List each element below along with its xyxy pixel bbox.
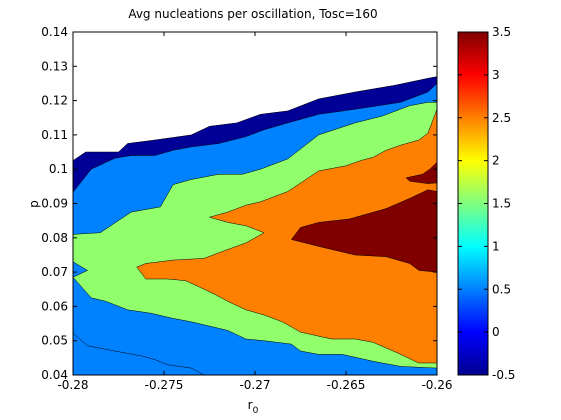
y-tick-label: 0.05 xyxy=(41,334,68,348)
y-axis-ticks: 0.04 0.05 0.06 0.07 0.08 0.09 0.1 0.11 0.12 0.13 0… xyxy=(41,25,437,382)
y-axis-label: p xyxy=(27,200,41,208)
colorbar-tick-label: 1 xyxy=(492,239,500,253)
x-tick-label: -0.265 xyxy=(327,378,366,392)
y-tick-label: 0.1 xyxy=(49,162,68,176)
colorbar-tick-label: -0.5 xyxy=(492,368,515,382)
y-tick-label: 0.13 xyxy=(41,59,68,73)
contour-regions xyxy=(73,76,437,375)
x-tick-label: -0.26 xyxy=(421,378,452,392)
x-axis-label-main: r xyxy=(248,398,253,412)
contour-region-level-1-3 xyxy=(73,332,205,375)
colorbar-tick-label: 0.5 xyxy=(492,282,511,296)
contour-region-level-3-5 xyxy=(291,189,437,273)
y-tick-label: 0.04 xyxy=(41,368,68,382)
y-tick-label: 0.14 xyxy=(41,25,68,39)
colorbar-tick-label: 2.5 xyxy=(492,111,511,125)
colorbar-tick-label: 3.5 xyxy=(492,25,511,39)
colorbar-tick-label: 0 xyxy=(492,325,500,339)
y-tick-label: 0.08 xyxy=(41,231,68,245)
y-tick-label: 0.07 xyxy=(41,265,68,279)
y-tick-label: 0.11 xyxy=(41,128,68,142)
colorbar-ticks: -0.5 0 0.5 1 1.5 2 2.5 3 3.5 xyxy=(458,25,515,382)
y-tick-label: 0.09 xyxy=(41,197,68,211)
x-tick-label: -0.27 xyxy=(239,378,270,392)
contour-region-level-3-6 xyxy=(405,162,437,184)
x-axis-label: r0 xyxy=(248,398,259,416)
colorbar-tick-label: 1.5 xyxy=(492,197,511,211)
x-axis-ticks: -0.28 -0.275 -0.27 -0.265 -0.26 xyxy=(57,32,453,392)
chart-title: Avg nucleations per oscillation, Tosc=16… xyxy=(128,7,377,21)
y-tick-label: 0.12 xyxy=(41,94,68,108)
x-axis-label-subscript: 0 xyxy=(253,406,259,416)
colorbar xyxy=(458,32,488,375)
contour-region-level-2-4 xyxy=(136,108,437,364)
y-tick-label: 0.06 xyxy=(41,299,68,313)
x-tick-label: -0.28 xyxy=(57,378,88,392)
colorbar-tick-label: 3 xyxy=(492,68,500,82)
colorbar-tick-label: 2 xyxy=(492,154,500,168)
x-tick-label: -0.275 xyxy=(145,378,184,392)
